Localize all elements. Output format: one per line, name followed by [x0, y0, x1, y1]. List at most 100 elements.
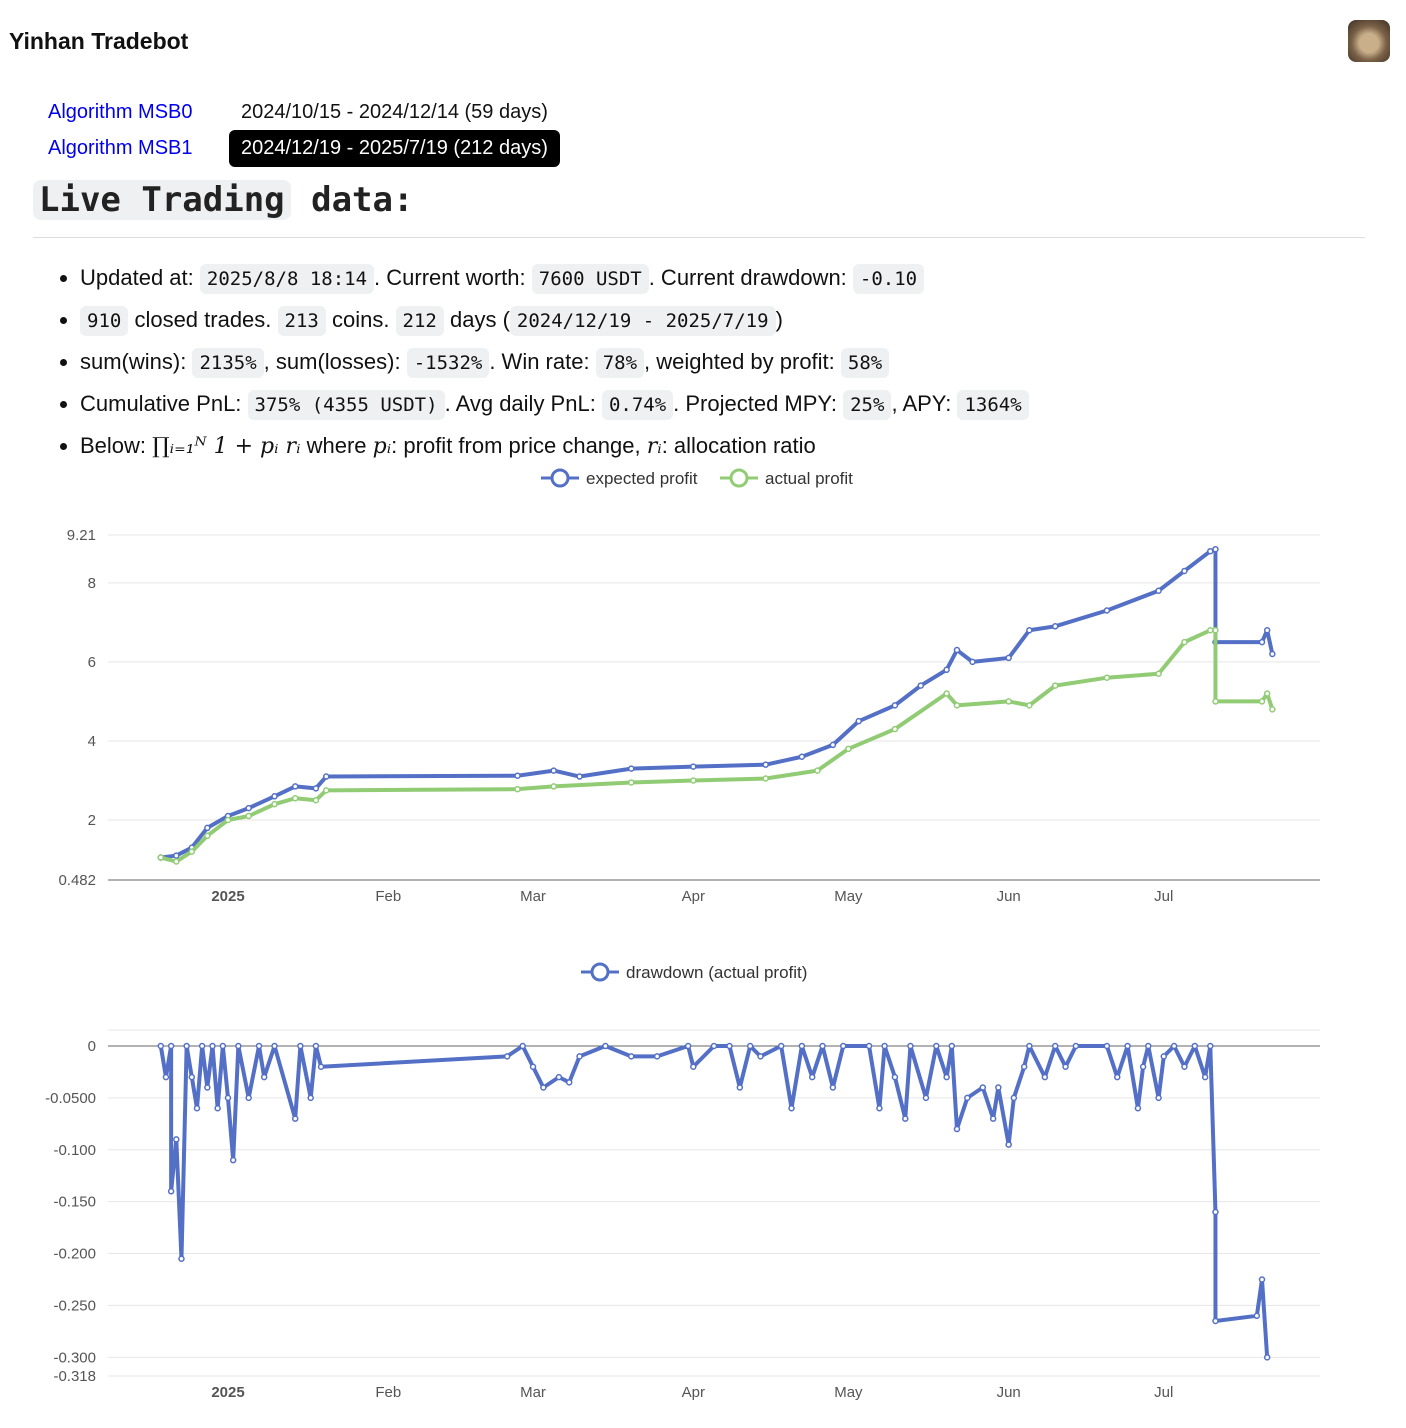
- section-title: Live Trading data:: [33, 180, 413, 220]
- data-point: [819, 1042, 826, 1050]
- series-line-expected-profit: [160, 547, 1275, 860]
- algorithm-msb0-link[interactable]: Algorithm MSB0: [48, 100, 193, 123]
- data-point: [881, 1042, 888, 1050]
- text: Below:: [80, 433, 153, 458]
- x-tick-label: Feb: [375, 1384, 401, 1401]
- y-tick-label: -0.318: [53, 1368, 96, 1385]
- data-point: [628, 765, 635, 772]
- math-p-i: pᵢ: [372, 434, 392, 459]
- text: closed trades.: [128, 307, 278, 332]
- data-point: [891, 1073, 899, 1081]
- sum-losses-value: -1532%: [406, 348, 490, 378]
- x-tick-label: Jun: [997, 1384, 1021, 1401]
- data-point: [271, 800, 278, 808]
- data-point: [1072, 1042, 1080, 1050]
- cumulative-pnl-value: 375% (4355 USDT): [247, 390, 445, 420]
- app-title: Yinhan Tradebot: [9, 28, 189, 54]
- data-point: [829, 741, 837, 749]
- data-point: [933, 1042, 940, 1050]
- data-point: [726, 1042, 733, 1050]
- data-point: [1155, 587, 1162, 594]
- algorithm-msb0-range[interactable]: 2024/10/15 - 2024/12/14 (59 days): [241, 100, 548, 123]
- days-value: 212: [395, 306, 444, 336]
- data-point: [690, 1063, 697, 1071]
- data-point: [167, 1188, 175, 1195]
- data-point: [917, 682, 925, 689]
- algorithm-msb1-link[interactable]: Algorithm MSB1: [48, 136, 193, 159]
- data-point: [1181, 638, 1188, 646]
- data-point: [1258, 638, 1266, 646]
- data-point: [1124, 1042, 1131, 1050]
- data-point: [235, 1042, 242, 1050]
- divider: [33, 237, 1365, 238]
- x-tick-label: 2025: [211, 888, 244, 905]
- data-point: [1113, 1073, 1121, 1081]
- section-title-code: Live Trading: [33, 180, 291, 220]
- data-point: [255, 1042, 263, 1050]
- text: : profit from price change,: [391, 433, 647, 458]
- data-point: [260, 1073, 268, 1081]
- data-point: [953, 702, 961, 709]
- text: , weighted by profit:: [644, 349, 841, 374]
- legend-marker-icon: [550, 468, 570, 488]
- x-tick-label: Jul: [1154, 1384, 1173, 1401]
- data-point: [1062, 1063, 1069, 1071]
- updated-at-value: 2025/8/8 18:14: [199, 264, 375, 294]
- data-point: [1201, 1073, 1209, 1081]
- profit-chart: 9.21 8 6 4 2 0.482 2025 Feb Mar Apr May Jun Jul expec…: [58, 468, 1320, 905]
- series-line-actual-profit: [160, 628, 1275, 864]
- data-point: [204, 832, 211, 840]
- data-point: [1145, 1042, 1152, 1050]
- data-point: [1005, 698, 1012, 705]
- data-point: [762, 761, 769, 768]
- algorithm-msb1-range-selected[interactable]: 2024/12/19 - 2025/7/19 (212 days): [229, 129, 560, 167]
- data-point: [1263, 627, 1271, 634]
- y-tick-label: -0.250: [53, 1297, 96, 1314]
- algorithm-row: Algorithm MSB0 2024/10/15 - 2024/12/14 (…: [48, 94, 560, 130]
- data-point: [628, 779, 635, 786]
- section-title-rest: data:: [290, 180, 414, 220]
- data-point: [1103, 607, 1111, 614]
- data-point: [943, 666, 950, 674]
- text: days (: [443, 307, 510, 332]
- data-point: [891, 725, 899, 733]
- data-point: [204, 824, 211, 832]
- text: . Current drawdown:: [648, 265, 853, 290]
- data-point: [204, 1084, 211, 1091]
- data-point: [1212, 1208, 1219, 1216]
- data-point: [1010, 1094, 1018, 1102]
- data-point: [1103, 674, 1111, 681]
- data-point: [245, 804, 252, 812]
- data-point: [1051, 682, 1059, 689]
- data-point: [271, 793, 278, 800]
- data-point: [219, 1042, 227, 1050]
- data-point: [271, 1042, 278, 1050]
- x-tick-label: May: [834, 1384, 863, 1401]
- data-point: [1051, 623, 1059, 630]
- x-tick-label: Mar: [520, 888, 546, 905]
- coins-value: 213: [277, 306, 326, 336]
- data-point: [183, 1042, 190, 1050]
- data-point: [229, 1156, 237, 1164]
- data-point: [1005, 1141, 1012, 1148]
- mpy-value: 25%: [843, 390, 892, 420]
- data-point: [576, 1053, 583, 1060]
- y-tick-label: 0.482: [58, 872, 96, 889]
- data-point: [798, 1042, 806, 1050]
- stats-line-trades: 910 closed trades. 213 coins. 212 days (…: [80, 300, 1029, 342]
- y-tick-label: -0.0500: [45, 1090, 96, 1107]
- data-point: [953, 646, 961, 654]
- data-point: [829, 1084, 837, 1091]
- x-tick-label: Jul: [1154, 888, 1173, 905]
- data-point: [1212, 545, 1219, 553]
- data-point: [514, 785, 521, 793]
- text: . Current worth:: [374, 265, 532, 290]
- text: coins.: [325, 307, 396, 332]
- data-point: [312, 785, 320, 792]
- data-point: [690, 763, 697, 770]
- data-point: [209, 1042, 216, 1050]
- data-point: [157, 1042, 165, 1050]
- data-point: [746, 1042, 754, 1050]
- user-avatar[interactable]: [1348, 20, 1390, 62]
- data-point: [1181, 1063, 1188, 1071]
